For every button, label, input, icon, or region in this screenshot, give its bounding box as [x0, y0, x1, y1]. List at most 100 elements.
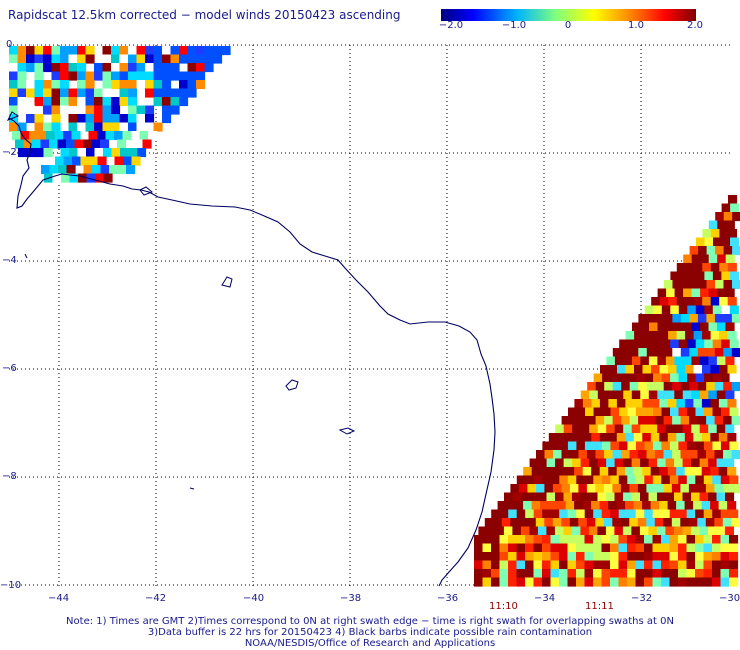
wind-cell — [491, 543, 501, 553]
wind-cell — [663, 518, 673, 528]
wind-cell — [85, 71, 95, 81]
wind-cell — [85, 46, 95, 56]
wind-cell — [145, 88, 155, 98]
wind-cell — [85, 80, 95, 90]
wind-cell — [678, 560, 688, 570]
wind-cell — [567, 543, 577, 553]
wind-cell — [669, 475, 679, 485]
wind-cell — [614, 356, 624, 366]
wind-cell — [720, 475, 730, 485]
wind-cell — [542, 569, 552, 579]
wind-cell — [686, 569, 696, 579]
wind-cell — [578, 518, 588, 528]
lon-tick-label: −32 — [631, 593, 653, 604]
wind-cell — [9, 71, 19, 81]
wind-cell — [718, 467, 728, 477]
wind-cell — [204, 46, 214, 56]
wind-cell — [162, 97, 172, 107]
wind-cell — [712, 577, 722, 587]
wind-cell — [701, 433, 711, 443]
wind-cell — [614, 458, 624, 468]
wind-cell — [674, 390, 684, 400]
wind-cell — [589, 424, 599, 434]
wind-cell — [85, 114, 95, 124]
map-title: Rapidscat 12.5km corrected − model winds… — [8, 8, 401, 22]
wind-cell — [567, 560, 577, 570]
wind-cell — [508, 577, 518, 587]
wind-cell — [544, 484, 554, 494]
wind-cell — [702, 263, 712, 273]
wind-cell — [672, 348, 682, 358]
wind-cell — [567, 569, 577, 579]
wind-cell — [631, 458, 641, 468]
wind-cell — [582, 467, 592, 477]
wind-cell — [533, 535, 543, 545]
wind-cell — [667, 399, 677, 409]
wind-cell — [77, 88, 87, 98]
wind-cell — [580, 458, 590, 468]
wind-cell — [640, 390, 650, 400]
wind-cell — [569, 518, 579, 528]
wind-cell — [525, 543, 535, 553]
wind-cell — [699, 356, 709, 366]
wind-cell — [676, 467, 686, 477]
lon-tick-label: −40 — [243, 593, 265, 604]
wind-cell — [120, 148, 130, 158]
wind-cell — [495, 526, 505, 536]
wind-cell — [686, 543, 696, 553]
wind-cell — [725, 492, 735, 502]
wind-cell — [26, 54, 36, 64]
wind-cell — [518, 518, 528, 528]
wind-cell — [693, 501, 703, 511]
wind-cell — [559, 535, 569, 545]
swath-time-label: 11:10 — [489, 601, 518, 612]
wind-cell — [629, 382, 639, 392]
wind-cell — [704, 407, 714, 417]
wind-cell — [612, 382, 622, 392]
wind-cell — [136, 114, 146, 124]
wind-cell — [695, 552, 705, 562]
wind-cell — [572, 492, 582, 502]
wind-cell — [602, 373, 612, 383]
wind-cell — [712, 552, 722, 562]
wind-cell — [627, 339, 637, 349]
wind-cell — [587, 416, 597, 426]
wind-cell — [578, 450, 588, 460]
wind-cell — [691, 390, 701, 400]
wind-cell — [708, 254, 718, 264]
wind-cell — [111, 46, 121, 56]
wind-cell — [610, 509, 620, 519]
wind-cell — [102, 88, 112, 98]
lat-tick-label: −10 — [0, 580, 22, 591]
wind-cell — [682, 424, 692, 434]
wind-cell — [68, 54, 78, 64]
wind-cell — [649, 322, 659, 332]
wind-cell — [653, 339, 663, 349]
wind-cell — [640, 322, 650, 332]
wind-cell — [678, 475, 688, 485]
wind-cell — [474, 577, 484, 587]
lat-tick-label: −8 — [2, 471, 17, 482]
wind-cell — [673, 526, 683, 536]
wind-cell — [600, 365, 610, 375]
wind-cell — [100, 165, 110, 175]
wind-cell — [136, 71, 146, 81]
wind-cell — [723, 314, 733, 324]
wind-difference-cells — [9, 46, 740, 587]
wind-cell — [576, 535, 586, 545]
wind-cell — [693, 365, 703, 375]
wind-cell — [619, 339, 629, 349]
wind-cell — [723, 382, 733, 392]
wind-cell — [597, 424, 607, 434]
wind-cell — [699, 458, 709, 468]
wind-cell — [651, 331, 661, 341]
wind-cell — [714, 348, 724, 358]
wind-cell — [593, 543, 603, 553]
wind-cell — [689, 314, 699, 324]
wind-cell — [119, 54, 129, 64]
colorbar-tick: 0 — [564, 20, 572, 31]
wind-cell — [701, 399, 711, 409]
wind-cell — [684, 399, 694, 409]
wind-cell — [51, 97, 61, 107]
wind-cell — [631, 424, 641, 434]
